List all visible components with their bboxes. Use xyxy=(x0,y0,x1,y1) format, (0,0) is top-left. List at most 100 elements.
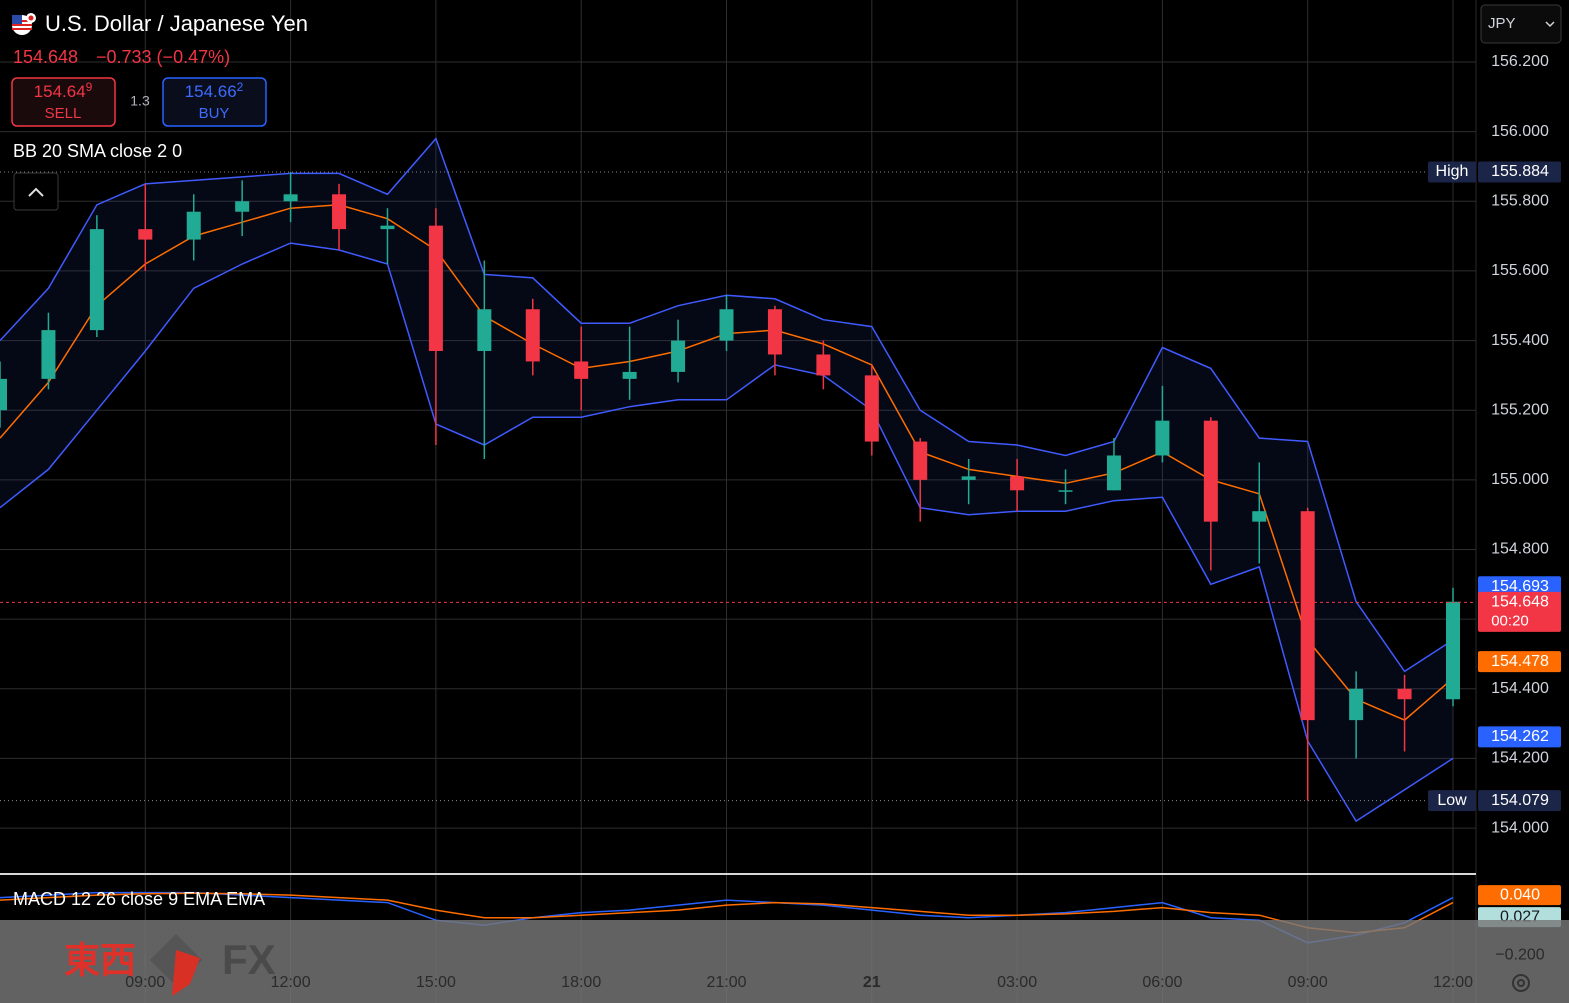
candle-body xyxy=(89,229,104,331)
candle-body xyxy=(961,476,976,480)
macd-tick-label: −0.200 xyxy=(1495,947,1544,964)
candle-body xyxy=(1155,420,1170,456)
time-axis: −0.200 09:00 12:00 15:00 18:00 21:00 21 03:00 06… xyxy=(125,947,1545,992)
watermark-logo xyxy=(150,934,202,996)
candle-body xyxy=(186,211,201,240)
candle-body xyxy=(913,441,928,480)
y-tick-label: 156.200 xyxy=(1491,53,1549,70)
macd-pane xyxy=(0,891,1454,944)
last-price: 154.648 xyxy=(13,47,78,67)
price-badge-value: 154.262 xyxy=(1491,728,1549,745)
price-badge-value: 154.478 xyxy=(1491,653,1549,670)
candle-body xyxy=(1300,511,1315,721)
x-tick-label: 03:00 xyxy=(997,974,1037,991)
price-axis: 154.000154.200154.400154.600154.800155.0… xyxy=(1428,53,1561,928)
macd-line xyxy=(0,891,1454,944)
candle-body xyxy=(0,378,7,411)
candle-body xyxy=(767,309,782,355)
y-tick-label: 154.400 xyxy=(1491,680,1549,697)
candle-body xyxy=(816,354,831,376)
currency-label: JPY xyxy=(1488,15,1516,32)
x-tick-label: 15:00 xyxy=(416,974,456,991)
candle-body xyxy=(1106,455,1121,491)
spread: 1.3 xyxy=(130,93,150,109)
price-badge-value: 154.693 xyxy=(1491,578,1549,595)
x-tick-label: 09:00 xyxy=(125,974,165,991)
candle-body xyxy=(1446,601,1460,700)
candle-body xyxy=(138,229,153,240)
collapse-button[interactable] xyxy=(13,172,59,211)
candle-body xyxy=(864,375,879,442)
candle-body xyxy=(1252,511,1267,522)
sell-price: 154.649 xyxy=(34,80,93,101)
settings-icon[interactable] xyxy=(1512,974,1530,992)
flag-icon xyxy=(12,13,36,35)
price-badge xyxy=(1478,591,1561,632)
y-tick-label: 155.800 xyxy=(1491,192,1549,209)
x-tick-label: 12:00 xyxy=(1433,974,1473,991)
macd-legend: MACD 12 26 close 9 EMA EMA xyxy=(13,889,265,909)
x-tick-label: 21 xyxy=(863,974,881,991)
level-label: Low xyxy=(1437,792,1467,809)
price-badge xyxy=(1478,651,1561,673)
x-tick-label: 21:00 xyxy=(706,974,746,991)
candle-body xyxy=(1203,420,1218,522)
candle-body xyxy=(574,361,589,379)
candle-body xyxy=(477,309,492,352)
candle-body xyxy=(332,194,347,230)
y-tick-label: 154.800 xyxy=(1491,541,1549,558)
price-badge xyxy=(1478,726,1561,748)
watermark-cjk: 東西 xyxy=(64,940,136,981)
buy-button[interactable]: 154.662 BUY xyxy=(162,77,267,127)
price-change: −0.733 (−0.47%) xyxy=(96,47,230,67)
candle-body xyxy=(41,330,56,379)
candle-body xyxy=(671,340,686,372)
price-badge-value: 154.648 xyxy=(1491,594,1549,611)
candle-body xyxy=(1010,476,1025,491)
price-badge xyxy=(1478,790,1561,812)
level-label-box xyxy=(1428,790,1476,812)
x-tick-label: 06:00 xyxy=(1142,974,1182,991)
grid xyxy=(0,0,1476,1003)
candle-body xyxy=(525,309,540,362)
y-tick-label: 154.200 xyxy=(1491,750,1549,767)
candle-body xyxy=(1058,490,1073,492)
price-badge xyxy=(1478,161,1561,183)
y-tick-label: 156.000 xyxy=(1491,123,1549,140)
price-badge-value: 154.079 xyxy=(1491,792,1549,809)
y-tick-label: 155.000 xyxy=(1491,471,1549,488)
plot xyxy=(0,137,1476,823)
y-tick-label: 155.200 xyxy=(1491,401,1549,418)
buy-price: 154.662 xyxy=(185,80,244,101)
candle-body xyxy=(428,225,443,352)
price-badge-timer: 00:20 xyxy=(1491,612,1529,629)
candle-body xyxy=(235,201,250,212)
buy-label: BUY xyxy=(199,105,230,122)
x-tick-label: 18:00 xyxy=(561,974,601,991)
sell-button[interactable]: 154.649 SELL xyxy=(11,77,116,127)
macd-badge xyxy=(1478,885,1561,906)
sell-label: SELL xyxy=(45,105,82,122)
level-label: High xyxy=(1436,163,1469,180)
x-tick-label: 09:00 xyxy=(1288,974,1328,991)
y-tick-label: 155.400 xyxy=(1491,332,1549,349)
price-badge-value: 155.884 xyxy=(1491,163,1549,180)
x-tick-label: 12:00 xyxy=(271,974,311,991)
watermark-text: FX xyxy=(222,936,276,983)
bottom-overlay xyxy=(0,920,1569,1003)
level-label-box xyxy=(1428,161,1476,183)
bb-legend: BB 20 SMA close 2 0 xyxy=(13,141,182,161)
bb-lower xyxy=(0,242,1454,823)
candle-body xyxy=(380,225,395,230)
macd-badge-value: 0.040 xyxy=(1500,886,1540,903)
symbol-title: U.S. Dollar / Japanese Yen xyxy=(45,11,308,36)
candle-body xyxy=(1397,688,1412,700)
y-tick-label: 155.600 xyxy=(1491,262,1549,279)
candle-body xyxy=(719,309,734,341)
currency-dropdown[interactable]: JPY xyxy=(1480,4,1562,44)
y-tick-label: 154.000 xyxy=(1491,819,1549,836)
candle-body xyxy=(622,371,637,379)
